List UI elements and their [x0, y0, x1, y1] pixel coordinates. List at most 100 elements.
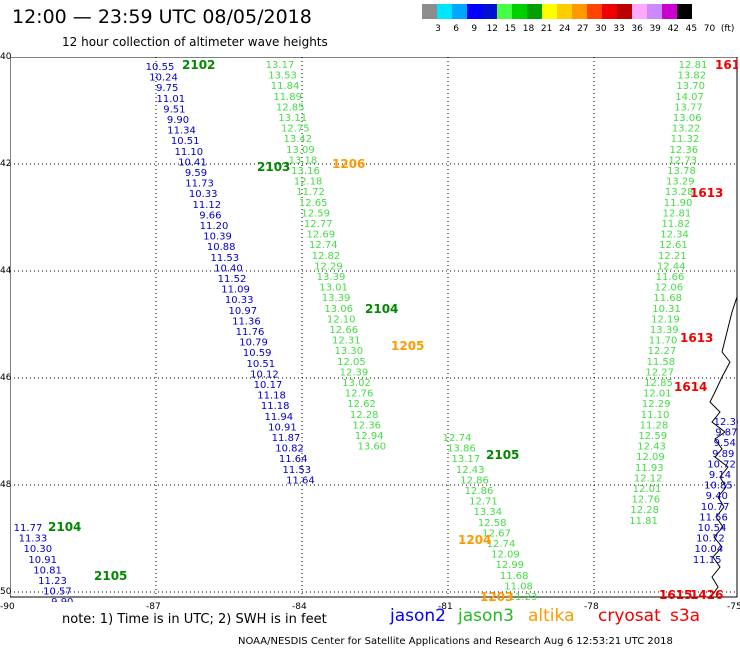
wave-height-value: 11.72: [296, 187, 325, 198]
wave-height-value: 12.82: [312, 251, 341, 262]
wave-height-value: 10.41: [178, 157, 207, 168]
time-label: 1613: [690, 186, 723, 200]
wave-height-value: 10.54: [698, 523, 727, 534]
wave-height-value: 13.18: [289, 155, 318, 166]
wave-height-value: 12.66: [329, 325, 358, 336]
time-label: 1614: [674, 380, 707, 394]
color-swatch: [662, 4, 677, 19]
wave-height-value: 13.29: [666, 177, 695, 188]
wave-height-value: 11.36: [232, 316, 261, 327]
time-label: 2104: [48, 520, 81, 534]
time-label: 1204: [458, 533, 491, 547]
wave-height-value: 10.55: [146, 62, 175, 73]
wave-height-value: 10.97: [228, 306, 257, 317]
longitude-label: -81: [438, 602, 453, 612]
color-scale-label: 9: [471, 24, 478, 34]
wave-height-value: 12.29: [642, 399, 671, 410]
wave-height-value: 11.53: [210, 253, 239, 264]
wave-height-value: 11.18: [257, 391, 286, 402]
time-label: 1613: [680, 331, 713, 345]
wave-height-value: 12.85: [276, 102, 305, 113]
color-swatches: [422, 4, 692, 23]
color-swatch: [587, 4, 602, 19]
page-subtitle: 12 hour collection of altimeter wave hei…: [62, 35, 328, 49]
color-scale-label: 6: [453, 24, 459, 34]
wave-height-value: 12.74: [309, 240, 338, 251]
legend-item-cryosat: cryosat: [598, 606, 661, 626]
time-label: 2103: [257, 160, 290, 174]
wave-height-value: 11.18: [261, 401, 290, 412]
wave-height-value: 13.39: [650, 325, 679, 336]
wave-height-value: 12.36: [352, 420, 381, 431]
wave-height-value: 12.69: [306, 230, 335, 241]
wave-height-value: 13.17: [266, 60, 295, 71]
wave-height-value: 12.06: [655, 283, 684, 294]
color-scale-label: 42: [667, 24, 680, 34]
color-scale-label: 36: [631, 24, 643, 34]
wave-height-value: 12.28: [350, 410, 379, 421]
wave-height-value: 11.94: [264, 412, 293, 423]
wave-height-value: 9.14: [709, 470, 731, 481]
note-text: note: 1) Time is in UTC; 2) SWH is in fe…: [62, 612, 327, 627]
color-swatch: [542, 4, 557, 19]
wave-height-value: 12.44: [657, 261, 686, 272]
wave-height-value: 12.36: [669, 145, 698, 156]
latitude-label: 48: [0, 480, 12, 490]
time-label: 1426: [690, 588, 723, 602]
wave-height-value: 12.27: [648, 346, 677, 357]
latitude-label: 46: [0, 373, 12, 383]
wave-height-value: 11.76: [236, 327, 265, 338]
wave-height-value: 9.66: [199, 210, 221, 221]
legend-item-altika: altika: [528, 606, 575, 626]
wave-height-value: 10.72: [696, 534, 725, 545]
wave-height-value: 12.61: [659, 240, 688, 251]
wave-height-value: 12.21: [658, 251, 687, 262]
wave-height-value: 11.82: [661, 219, 690, 230]
time-labels: 2102 2103 2104 2105 2104 2105 1206 1205 1204 1203…: [48, 58, 738, 602]
wave-height-value: 12.75: [281, 124, 310, 135]
grid-lines: [10, 57, 738, 598]
longitude-label: -84: [292, 602, 307, 612]
wave-height-value: 12.85: [644, 378, 673, 389]
color-swatch: [467, 4, 482, 19]
time-label: 2105: [486, 448, 519, 462]
wave-height-value: 12.59: [301, 208, 330, 219]
wave-height-value: 11.56: [699, 512, 728, 523]
wave-height-value: 12.65: [299, 198, 328, 209]
wave-height-value: 12.73: [668, 155, 697, 166]
wave-height-value: 11.64: [286, 475, 315, 486]
wave-height-value: 9.51: [163, 104, 185, 115]
wave-height-value: 11.73: [185, 179, 214, 190]
wave-height-value: 13.28: [665, 187, 694, 198]
color-swatch: [632, 4, 647, 19]
color-swatch: [482, 4, 497, 19]
wave-height-value: 13.77: [674, 102, 703, 113]
wave-height-value: 11.28: [640, 420, 669, 431]
color-swatch: [677, 4, 692, 19]
wave-height-value: 12.58: [478, 518, 507, 529]
color-scale-label: 15: [504, 24, 517, 34]
wave-height-value: 13.01: [319, 283, 348, 294]
wave-height-value: 10.81: [33, 565, 62, 576]
latitude-label: 40: [0, 52, 12, 62]
altimeter-tracks: 10.5510.249.7511.019.519.9011.3410.5111.…: [14, 60, 738, 602]
wave-height-value: 12.34: [714, 417, 738, 428]
wave-height-value: 11.90: [664, 198, 693, 209]
wave-height-value: 11.66: [656, 272, 685, 283]
color-swatch: [422, 4, 437, 19]
wave-height-value: 11.20: [200, 221, 229, 232]
wave-height-value: 11.70: [649, 336, 678, 347]
wave-height-value: 12.76: [345, 389, 374, 400]
color-scale-label: 3: [435, 24, 441, 34]
time-label: 161: [715, 58, 738, 72]
legend-item-jason3: jason3: [458, 606, 514, 626]
color-scale-labels: 3 6 9 12 15 18 21 24 27 30 33 36 39 42 45 70 (ft): [422, 24, 740, 38]
page-title: 12:00 — 23:59 UTC 08/05/2018: [12, 6, 312, 28]
wave-height-value: 11.09: [221, 285, 250, 296]
wave-height-value: 12.01: [643, 389, 672, 400]
wave-height-value: 13.34: [473, 507, 502, 518]
wave-height-value: 10.24: [149, 73, 178, 84]
wave-height-value: 13.86: [447, 444, 476, 455]
wave-height-value: 10.33: [225, 295, 254, 306]
wave-height-value: 13.30: [335, 346, 364, 357]
